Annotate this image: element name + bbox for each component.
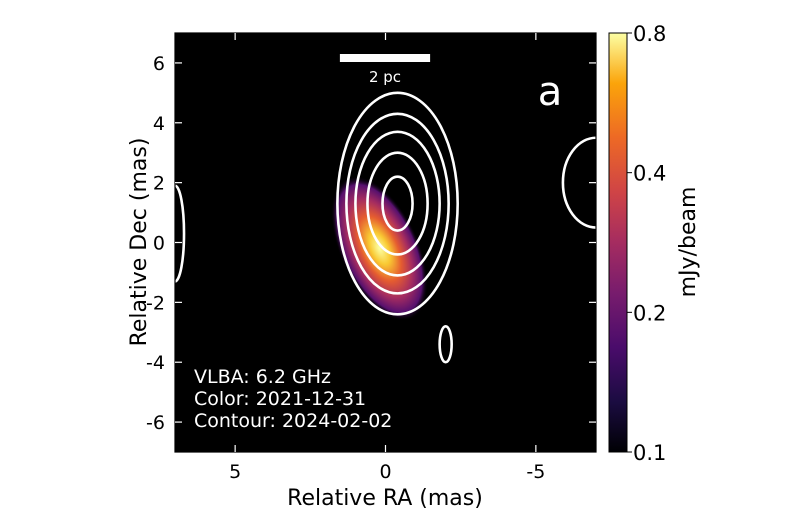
colorbar-tick-label: 0.8: [633, 22, 666, 46]
colorbar-ticks: 0.8 0.4 0.2 0.1: [627, 22, 666, 465]
colorbar-tick-label: 0.2: [633, 301, 666, 325]
colorbar-tick-label: 0.1: [633, 441, 666, 465]
scale-bar-label: 2 pc: [369, 68, 401, 86]
contour-level-3: [354, 130, 441, 277]
y-tick-label: 2: [153, 173, 165, 195]
annotation-contour-date: Contour: 2024-02-02: [194, 410, 392, 432]
y-tick-label: -6: [146, 412, 165, 434]
contour-level-5: [336, 91, 459, 316]
x-tick-label: 5: [229, 461, 241, 483]
y-tick-label: 0: [153, 233, 165, 255]
y-axis-label: Relative Dec (mas): [127, 138, 152, 347]
side-contour-3: [438, 324, 453, 364]
y-tick-label: 4: [153, 113, 165, 135]
y-axis-ticks: 6 4 2 0 -2 -4 -6: [146, 53, 596, 434]
y-tick-label: -4: [146, 352, 165, 374]
panel-label: a: [538, 69, 563, 115]
x-tick-label: 0: [379, 461, 391, 483]
scale-bar: [339, 54, 431, 62]
colorbar-label: mJy/beam: [676, 187, 701, 298]
x-axis-label: Relative RA (mas): [287, 486, 483, 511]
y-tick-label: 6: [153, 53, 165, 75]
annotation-frequency: VLBA: 6.2 GHz: [194, 366, 331, 388]
contour-level-4: [345, 112, 450, 295]
annotation-color-date: Color: 2021-12-31: [194, 388, 366, 410]
x-axis-ticks: 5 0 -5: [229, 33, 545, 483]
contour-group: [175, 91, 596, 364]
x-tick-label: -5: [526, 461, 545, 483]
colorbar-tick-label: 0.4: [633, 162, 666, 186]
colorbar: [608, 32, 628, 453]
contour-level-1: [381, 175, 414, 232]
y-tick-label: -2: [146, 292, 165, 314]
side-contour-2: [561, 136, 596, 229]
contour-level-2: [366, 151, 429, 256]
